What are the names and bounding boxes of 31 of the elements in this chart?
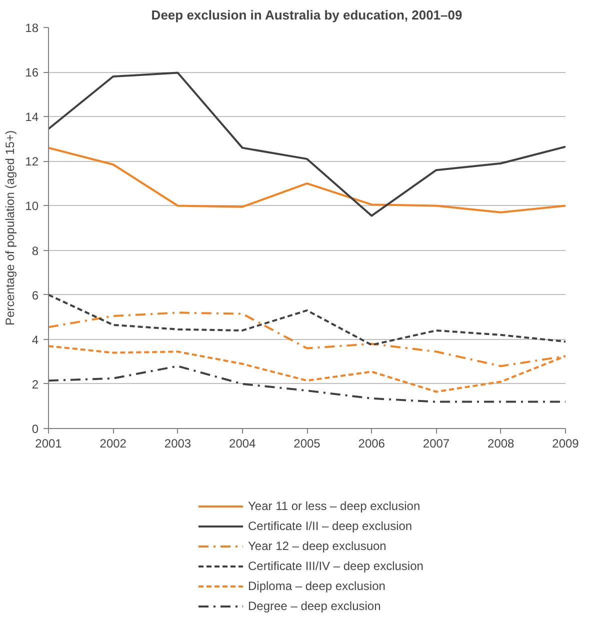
legend-label: Year 11 or less – deep exclusion [248, 498, 420, 515]
y-tick-label: 6 [32, 288, 39, 302]
legend-label: Degree – deep exclusion [248, 598, 381, 615]
y-tick-label: 2 [32, 377, 39, 392]
x-tick-label: 2003 [164, 436, 192, 450]
y-tick-label: 16 [25, 66, 39, 80]
x-tick-label: 2001 [35, 436, 62, 450]
legend-label: Year 12 – deep exclusuon [248, 538, 386, 555]
x-tick-label: 2008 [488, 436, 515, 450]
line-series [48, 365, 566, 403]
y-tick-label: 18 [25, 21, 39, 35]
x-tick-label: 2002 [100, 436, 127, 450]
legend-label: Diploma – deep exclusion [248, 578, 386, 595]
x-tick-label: 2007 [422, 436, 450, 450]
x-tick-label: 2005 [294, 436, 321, 450]
chart-title: Deep exclusion in Australia by education, 2001–09 [151, 8, 462, 22]
y-tick-label: 12 [25, 154, 39, 169]
y-tick-label: 8 [32, 244, 39, 258]
legend-label: Certificate I/II – deep exclusion [248, 518, 412, 535]
x-tick-label: 2006 [358, 436, 386, 450]
line-series [48, 146, 566, 214]
x-tick-label: 2009 [552, 436, 580, 450]
y-axis-title: Percentage of population (aged 15+) [3, 130, 18, 326]
legend-label: Certificate III/IV – deep exclusion [248, 558, 424, 575]
y-tick-label: 0 [32, 422, 39, 436]
y-tick-label: 14 [25, 110, 39, 124]
line-series [48, 72, 566, 217]
y-tick-label: 10 [25, 199, 39, 214]
x-tick-label: 2004 [229, 436, 256, 450]
y-tick-label: 4 [32, 332, 39, 347]
line-series [48, 294, 566, 346]
